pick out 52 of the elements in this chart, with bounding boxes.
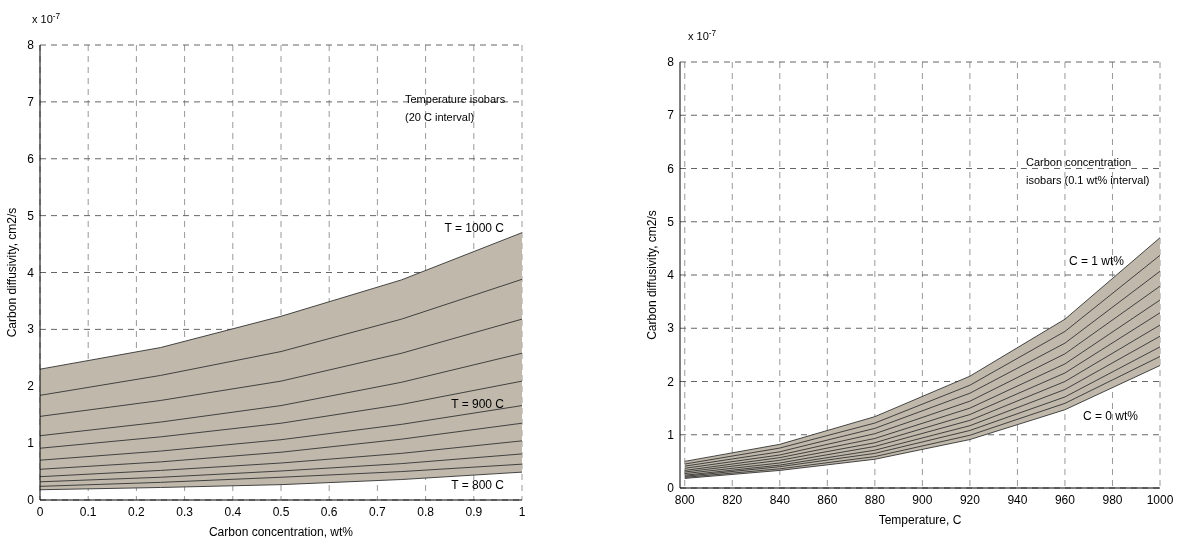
x-tick-label: 0.1 [79,505,97,519]
y-tick-label: 6 [27,151,35,166]
y-tick-label: 3 [667,321,675,336]
text: x 10$^{-7}$ [32,11,61,25]
annotation: Carbon concentration isobars (0.1 wt% interval) [1026,156,1150,186]
annotation: T = 900 C [451,397,505,411]
y-tick-label: 2 [27,379,35,394]
text: x 10$^{-7}$ [688,28,717,42]
x-tick-label: 920 [959,493,981,507]
x-tick-label: 0.4 [224,505,242,519]
x-tick-label: 880 [864,493,886,507]
annotation: C = 1 wt% [1068,254,1125,268]
y-tick-label: 7 [27,94,35,109]
x-tick-label: 940 [1007,493,1028,507]
x-tick-label: 0.9 [465,505,483,519]
y-axis-title: Carbon diffusivity, cm2/s [5,207,19,338]
x-axis-title: Temperature, C [878,513,962,527]
x-tick-label: 820 [722,493,743,507]
y-tick-label: 6 [667,161,675,176]
y-tick-label: 7 [667,108,675,123]
x-tick-label: 960 [1054,493,1076,507]
y-tick-label: 5 [667,214,675,229]
x-tick-label: 0.6 [320,505,338,519]
x-tick-label: 0 [36,505,44,519]
x-tick-label: 0.2 [128,505,146,519]
x-tick-label: 1 [518,505,526,519]
y-tick-label: 2 [667,374,675,389]
x-tick-label: 0.8 [417,505,435,519]
x-tick-label: 0.7 [369,505,387,519]
y-tick-label: 5 [27,208,35,223]
y-tick-label: 8 [667,55,675,69]
y-tick-label: 8 [27,38,35,52]
annotation: Temperature isobars (20 C interval) [405,93,506,123]
x-tick-label: 840 [769,493,791,507]
y-tick-label: 1 [667,427,675,442]
x-tick-label: 980 [1102,493,1123,507]
x-tick-label: 900 [912,493,933,507]
x-tick-label: 0.5 [272,505,290,519]
annotation: C = 0 wt% [1082,409,1139,423]
annotation: T = 800 C [451,478,505,492]
x-tick-label: 860 [817,493,838,507]
annotation: T = 1000 C [444,221,505,235]
x-axis-title: Carbon concentration, wt% [208,525,354,539]
y-tick-label: 0 [667,481,675,495]
y-tick-label: 1 [27,436,35,451]
x-tick-label: 0.3 [176,505,194,519]
y-tick-label: 4 [27,265,35,280]
y-axis-title: Carbon diffusivity, cm2/s [645,210,659,340]
x-tick-label: 1000 [1146,493,1174,507]
x-tick-label: 800 [674,493,696,507]
y-tick-label: 4 [667,268,675,282]
y-tick-label: 3 [27,322,35,337]
